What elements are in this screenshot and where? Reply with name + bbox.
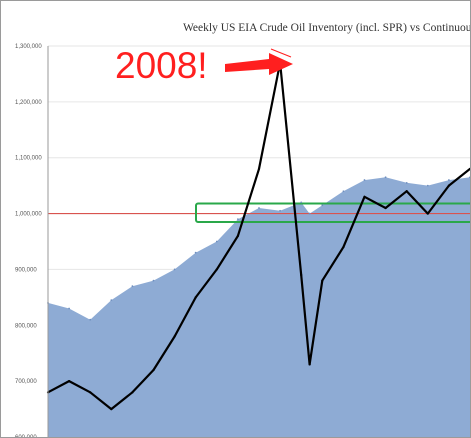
y-tick-label: 1,200,000 — [15, 100, 42, 106]
inventory-point — [405, 181, 408, 184]
price-point — [308, 363, 311, 366]
inventory-point — [363, 179, 366, 181]
inventory-point — [308, 212, 311, 215]
inventory-point — [237, 218, 239, 221]
y-axis-ticks: 600,000 700,000 800,000 900,000 1,000,000 1,1… — [15, 44, 42, 437]
inventory-point — [215, 240, 218, 243]
y-tick-label: 1,000,000 — [15, 212, 42, 218]
inventory-area — [48, 177, 470, 437]
price-point — [321, 279, 324, 282]
inventory-point — [68, 307, 70, 310]
y-tick-label: 800,000 — [15, 323, 37, 329]
chart-title: Weekly US EIA Crude Oil Inventory (incl.… — [183, 22, 470, 34]
price-point — [68, 380, 71, 383]
y-tick-label: 600,000 — [15, 435, 37, 437]
inventory-point — [321, 204, 324, 207]
annotation-arrow — [225, 53, 293, 75]
price-point — [426, 212, 429, 215]
inventory-point — [110, 299, 113, 302]
price-point — [257, 167, 261, 170]
inventory-point — [384, 176, 387, 179]
price-point — [89, 391, 92, 394]
annotation-group: 2008! — [115, 45, 293, 86]
inventory-point — [300, 201, 303, 204]
y-tick-label: 1,300,000 — [15, 44, 42, 50]
y-tick-label: 700,000 — [15, 379, 37, 385]
inventory-point — [426, 184, 429, 187]
inventory-point — [152, 279, 155, 282]
price-point — [110, 407, 113, 411]
annotation-label: 2008! — [115, 45, 208, 86]
price-line — [47, 61, 470, 411]
annotation-leader — [270, 48, 292, 58]
price-point — [447, 184, 450, 187]
price-point — [194, 296, 197, 299]
price-point — [173, 335, 176, 338]
inventory-point — [279, 209, 281, 212]
inventory-point — [89, 318, 92, 321]
price-point — [131, 391, 134, 394]
price-point — [152, 368, 155, 372]
price-point — [342, 245, 345, 249]
inventory-point — [173, 268, 176, 271]
inventory-point — [469, 176, 470, 179]
highlight-band — [195, 202, 470, 223]
inventory-point — [448, 179, 450, 181]
price-point — [405, 190, 408, 193]
plot-area — [46, 45, 470, 437]
inventory-point — [258, 207, 260, 209]
inventory-point — [131, 285, 134, 288]
price-point — [468, 167, 470, 170]
price-point — [215, 268, 218, 271]
price-point — [384, 206, 387, 210]
y-tick-label: 1,100,000 — [15, 156, 42, 162]
price-point — [300, 273, 303, 277]
inventory-point — [194, 251, 197, 254]
price-point — [363, 195, 366, 198]
inventory-point — [342, 190, 345, 193]
price-point — [236, 234, 239, 238]
y-tick-label: 900,000 — [15, 267, 37, 273]
